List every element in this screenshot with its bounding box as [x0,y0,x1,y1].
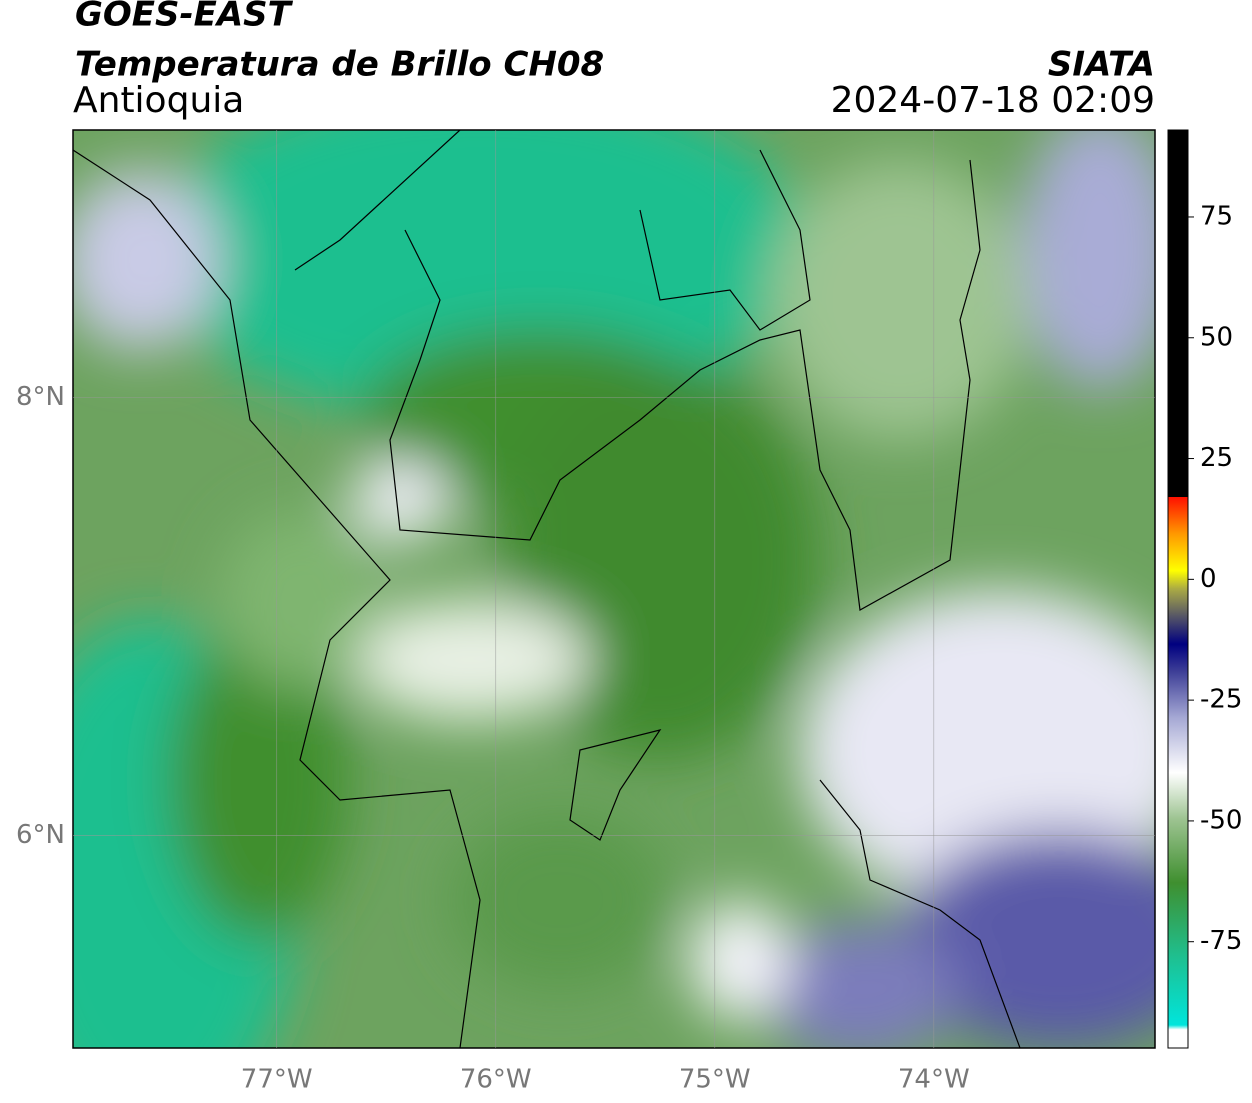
x-tick-label: 76°W [460,1065,532,1095]
colorbar-tick-label: 0 [1200,564,1217,594]
region: Antioquia [73,80,244,121]
colorbar [1167,129,1189,1049]
y-tick-label: 8°N [16,382,65,412]
source: SIATA [1048,45,1155,85]
x-tick-label: 74°W [898,1065,970,1095]
x-tick-label: 75°W [679,1065,751,1095]
colorbar-tick-label: 75 [1200,201,1233,231]
datetime: 2024-07-18 02:09 [831,80,1155,121]
colorbar-tick-label: -50 [1200,805,1242,835]
colorbar-tick-label: -25 [1200,685,1242,715]
map-image [73,130,1155,1048]
colorbar-tick-label: 25 [1200,443,1233,473]
map-frame [72,129,1156,1049]
x-tick-label: 77°W [241,1065,313,1095]
colorbar-tick-label: 50 [1200,322,1233,352]
title: GOES-EAST [75,0,294,35]
colorbar-tick-label: -75 [1200,926,1242,956]
y-tick-label: 6°N [16,820,65,850]
subtitle: Temperatura de Brillo CH08 [75,45,604,85]
